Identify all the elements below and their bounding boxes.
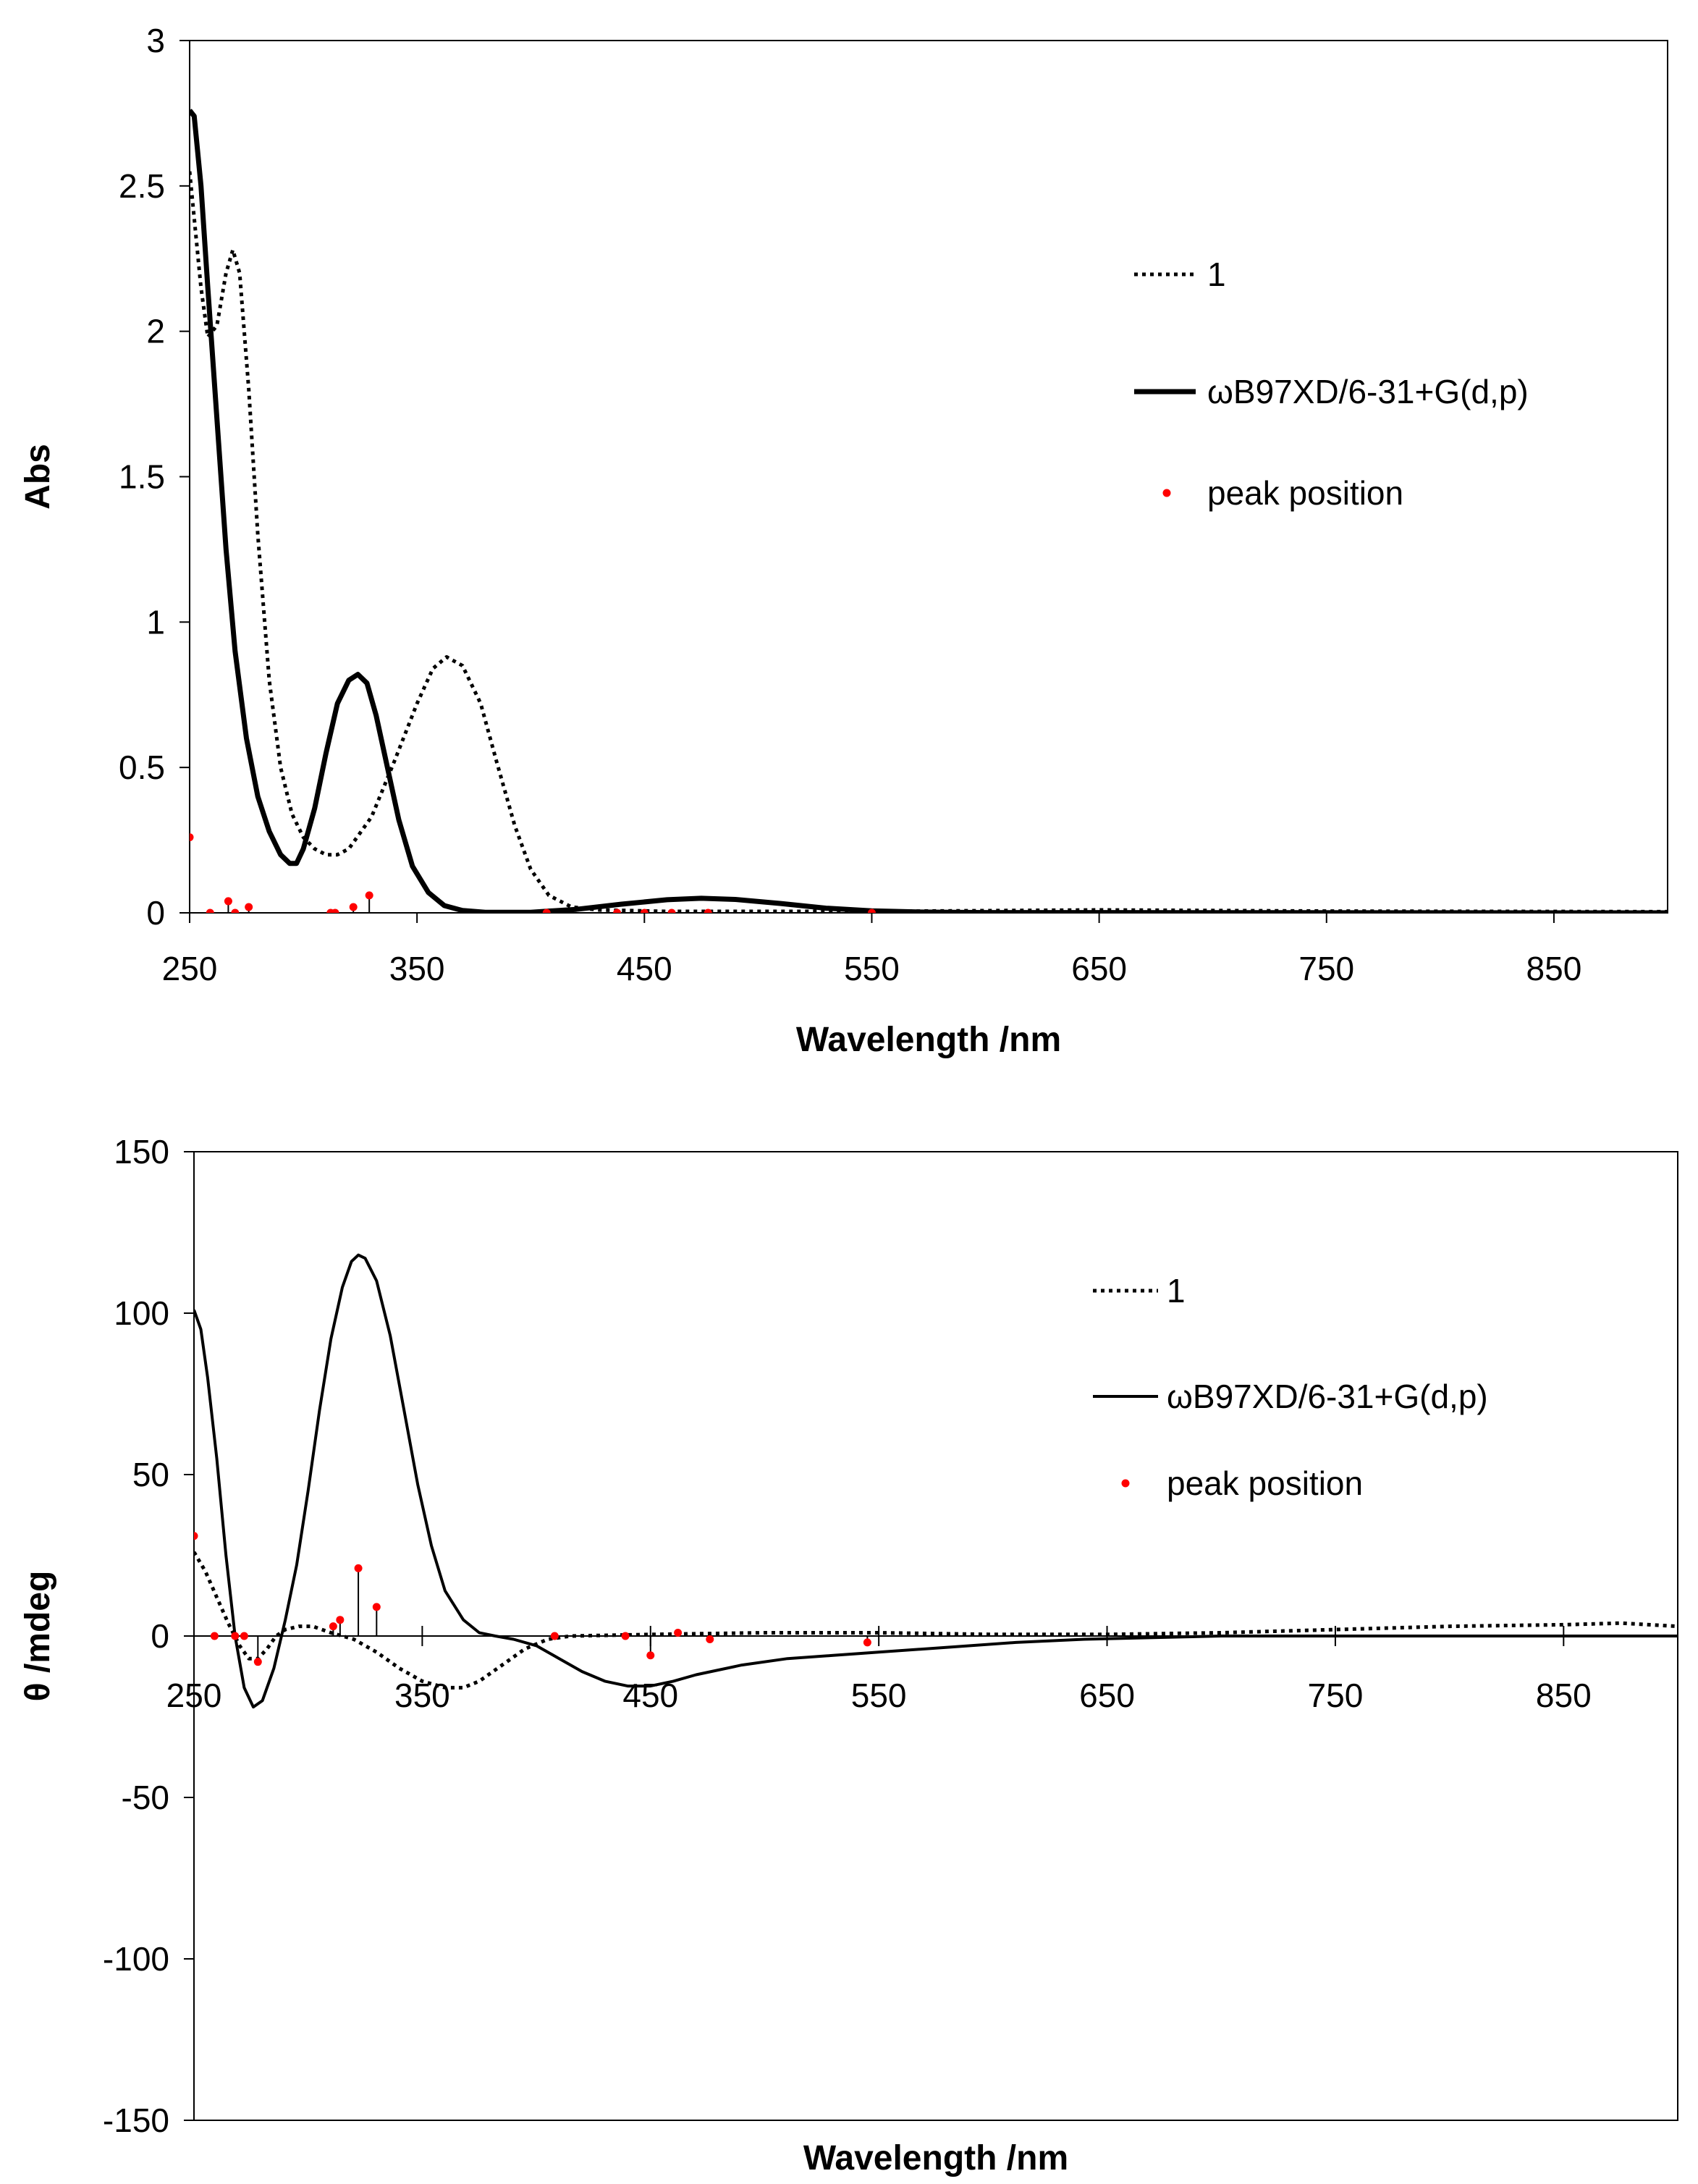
peak-marker [704, 908, 712, 913]
series-1-line [190, 171, 1668, 913]
plot-area [190, 109, 1668, 913]
peak-marker [224, 897, 232, 906]
peak-marker [613, 908, 622, 913]
plot-area [194, 1253, 1678, 1709]
peak-marker [667, 908, 676, 913]
x-axis-title: Wavelength /nm [796, 1021, 1061, 1059]
series-wb97xd-line [190, 109, 1668, 913]
x-tick-label: 850 [1536, 1677, 1592, 1714]
peak-marker [245, 903, 253, 911]
x-axis-title: Wavelength /nm [803, 2139, 1068, 2177]
legend-label: 1 [1207, 256, 1226, 293]
x-tick-label: 750 [1308, 1677, 1364, 1714]
peak-marker [240, 1632, 248, 1640]
peak-marker [253, 1658, 262, 1666]
legend: 1 ωB97XD/6-31+G(d,p) peak position [1134, 256, 1529, 512]
legend-marker-swatch [1121, 1479, 1130, 1488]
peak-marker [336, 1616, 345, 1624]
peak-marker [867, 908, 876, 913]
peak-marker [210, 1632, 219, 1640]
legend-label: ωB97XD/6-31+G(d,p) [1167, 1378, 1488, 1415]
series-1-line [194, 1551, 1678, 1690]
peak-marker [542, 908, 551, 913]
y-tick-label: 0 [146, 894, 165, 932]
y-tick-label: 150 [114, 1133, 169, 1171]
x-tick-label: 850 [1526, 950, 1582, 987]
peak-marker [194, 1532, 198, 1540]
x-tick-label: 350 [389, 950, 445, 987]
peak-marker [231, 1632, 240, 1640]
peak-marker [674, 1629, 683, 1637]
y-tick-label: 1.5 [119, 458, 165, 496]
y-tick-label: 2.5 [119, 167, 165, 205]
chart-uv: 0 0.5 1 1.5 2 2.5 3 250 350 450 550 650 750 850 Wavele… [19, 22, 1668, 1059]
peak-marker [372, 1603, 381, 1611]
peak-marker [349, 903, 358, 911]
x-tick-label: 550 [844, 950, 900, 987]
legend-label: ωB97XD/6-31+G(d,p) [1207, 373, 1529, 410]
y-tick-label: -50 [122, 1779, 169, 1816]
y-axis-title: θ /mdeg [19, 1571, 57, 1702]
y-tick-label: 100 [114, 1294, 169, 1332]
peak-marker [190, 833, 194, 842]
legend-label: peak position [1207, 474, 1403, 512]
x-tick-label: 250 [162, 950, 218, 987]
peak-marker [206, 908, 214, 913]
y-tick-label: 1 [146, 603, 165, 641]
peak-marker [329, 1622, 337, 1631]
y-tick-label: -150 [103, 2101, 169, 2139]
y-tick-label: 3 [146, 22, 165, 59]
y-axis-title: Abs [19, 444, 57, 510]
x-tick-label: 650 [1079, 1677, 1135, 1714]
peak-marker [331, 908, 339, 913]
y-tick-label: 0.5 [119, 749, 165, 786]
x-tick-label: 650 [1071, 950, 1127, 987]
legend-label: 1 [1167, 1272, 1186, 1310]
legend-label: peak position [1167, 1464, 1363, 1502]
peak-marker [646, 1651, 655, 1660]
peak-marker [706, 1635, 714, 1643]
legend-marker-swatch [1162, 489, 1171, 497]
peak-marker [550, 1632, 559, 1640]
x-tick-label: 550 [851, 1677, 907, 1714]
peak-marker [231, 908, 240, 913]
peak-marker [640, 908, 649, 913]
y-tick-label: -100 [103, 1940, 169, 1978]
legend: 1 ωB97XD/6-31+G(d,p) peak position [1093, 1272, 1488, 1502]
x-tick-label: 450 [617, 950, 672, 987]
series-wb97xd-line [194, 1253, 1678, 1709]
y-tick-label: 2 [146, 313, 165, 350]
peak-marker [621, 1632, 630, 1640]
peak-marker [365, 891, 373, 900]
x-tick-label: 250 [166, 1677, 222, 1714]
peak-marker [354, 1564, 363, 1572]
plot-frame [189, 40, 1668, 914]
x-tick-label: 750 [1298, 950, 1354, 987]
y-tick-label: 50 [132, 1456, 169, 1493]
peak-marker [863, 1638, 871, 1647]
y-tick-label: 0 [151, 1617, 169, 1655]
